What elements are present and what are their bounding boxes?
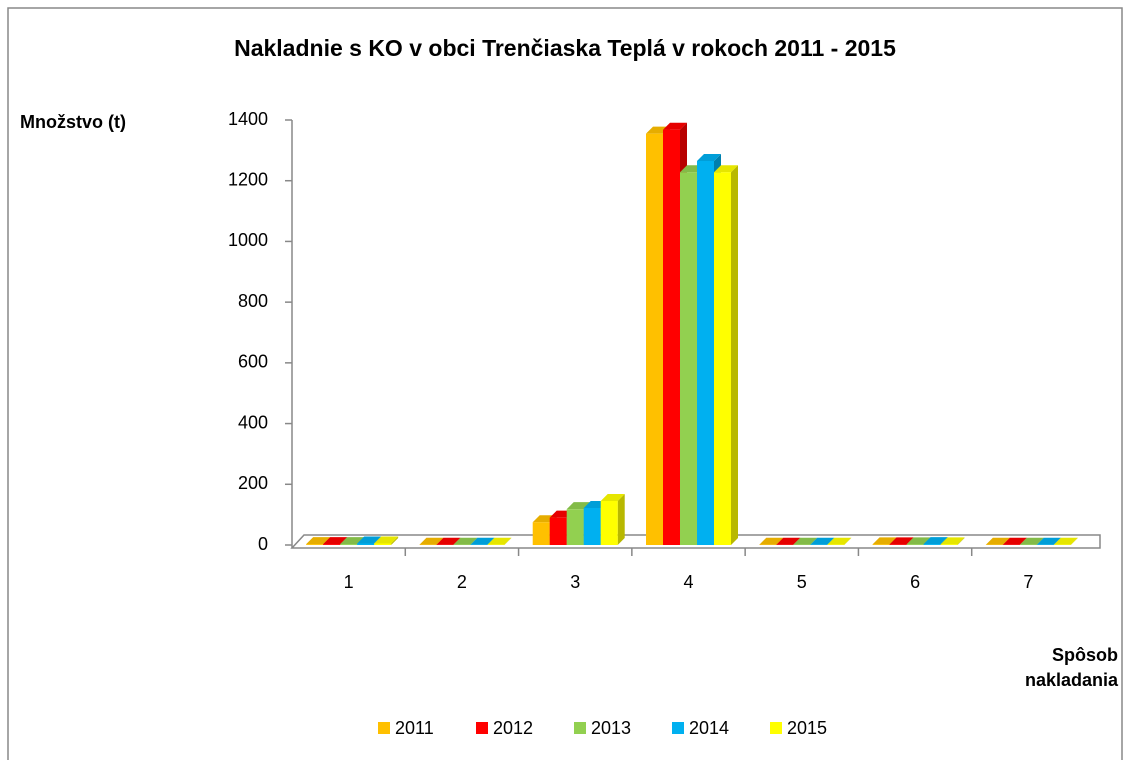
bar-top: [940, 537, 965, 545]
bar-top: [323, 537, 348, 545]
x-tick-label: 7: [1023, 572, 1033, 592]
bar-top: [453, 537, 478, 545]
bar-top: [600, 493, 625, 501]
bar-front: [697, 160, 714, 545]
bar-front: [306, 544, 324, 545]
y-tick-label: 800: [238, 291, 268, 311]
bar-top: [810, 537, 835, 545]
bar: [940, 537, 965, 545]
legend-label: 2015: [787, 718, 827, 738]
bar-front: [940, 544, 958, 545]
bar-side: [844, 537, 852, 545]
bar-top: [436, 537, 461, 545]
y-tick-label: 1200: [228, 169, 268, 189]
legend-label: 2013: [591, 718, 631, 738]
bar: [714, 165, 738, 545]
y-tick-label: 200: [238, 473, 268, 493]
bar-top: [419, 537, 444, 545]
bar-top: [906, 537, 931, 545]
chart-border: [7, 7, 1123, 760]
bar: [827, 537, 852, 545]
bar-top: [872, 537, 897, 545]
legend-swatch: [672, 722, 684, 734]
y-tick-label: 400: [238, 412, 268, 432]
bar-top: [793, 537, 818, 545]
x-tick-label: 1: [344, 572, 354, 592]
legend-label: 2012: [493, 718, 533, 738]
bar-top: [470, 537, 495, 545]
bar-front: [583, 507, 601, 545]
bar: [600, 493, 625, 545]
legend-swatch: [378, 722, 390, 734]
y-axis-title: Množstvo (t): [20, 112, 126, 132]
bar-top: [357, 536, 382, 544]
legend-swatch: [770, 722, 782, 734]
bar-front: [340, 544, 358, 545]
bar-front: [374, 543, 392, 545]
bar-side: [504, 537, 512, 545]
legend-swatch: [476, 722, 488, 734]
x-tick-label: 5: [797, 572, 807, 592]
bar-top: [1002, 537, 1027, 545]
bar-front: [646, 133, 663, 546]
bar-top: [697, 153, 721, 161]
bar-top: [827, 537, 852, 545]
bar-top: [985, 537, 1010, 545]
bar-top: [1019, 537, 1044, 545]
bar: [487, 537, 512, 545]
bar-front: [663, 129, 680, 545]
bar-top: [306, 537, 331, 545]
bar-top: [487, 537, 512, 545]
bar-front: [714, 172, 731, 545]
bar-top: [1036, 537, 1061, 545]
x-tick-label: 4: [683, 572, 693, 592]
bar-front: [566, 509, 584, 545]
bar-front: [872, 544, 890, 545]
bar-front: [357, 543, 375, 545]
bar-front: [680, 172, 697, 545]
bar-side: [617, 493, 625, 545]
x-axis-title: Spôsob nakladania: [1024, 645, 1118, 690]
bar-front: [906, 544, 924, 545]
x-tick-label: 3: [570, 572, 580, 592]
legend-label: 2011: [395, 718, 434, 738]
x-tick-label: 2: [457, 572, 467, 592]
bar-front: [889, 544, 907, 545]
bar-side: [731, 165, 738, 545]
bar-top: [340, 537, 365, 545]
bar-top: [1053, 537, 1078, 545]
bar-front: [923, 544, 941, 545]
bar-top: [759, 537, 784, 545]
bar-top: [374, 536, 399, 544]
y-tick-label: 1400: [228, 109, 268, 129]
bar-side: [391, 536, 399, 545]
legend-label: 2014: [689, 718, 729, 738]
bar: [1053, 537, 1078, 545]
bar-side: [957, 537, 965, 545]
bar-top: [923, 537, 948, 545]
bar-front: [532, 522, 550, 545]
bar-top: [889, 537, 914, 545]
x-tick-label: 6: [910, 572, 920, 592]
bar-front: [600, 500, 618, 545]
bar-side: [1070, 537, 1078, 545]
legend-swatch: [574, 722, 586, 734]
y-tick-label: 0: [258, 534, 268, 554]
bar-top: [663, 122, 687, 130]
bar-top: [714, 165, 738, 173]
y-tick-label: 1000: [228, 230, 268, 250]
bar-top: [776, 537, 801, 545]
bar-front: [549, 517, 567, 545]
y-tick-label: 600: [238, 352, 268, 372]
chart-title: Nakladnie s KO v obci Trenčiaska Teplá v…: [234, 35, 896, 61]
bar: [374, 536, 399, 545]
bar-front: [323, 544, 341, 545]
